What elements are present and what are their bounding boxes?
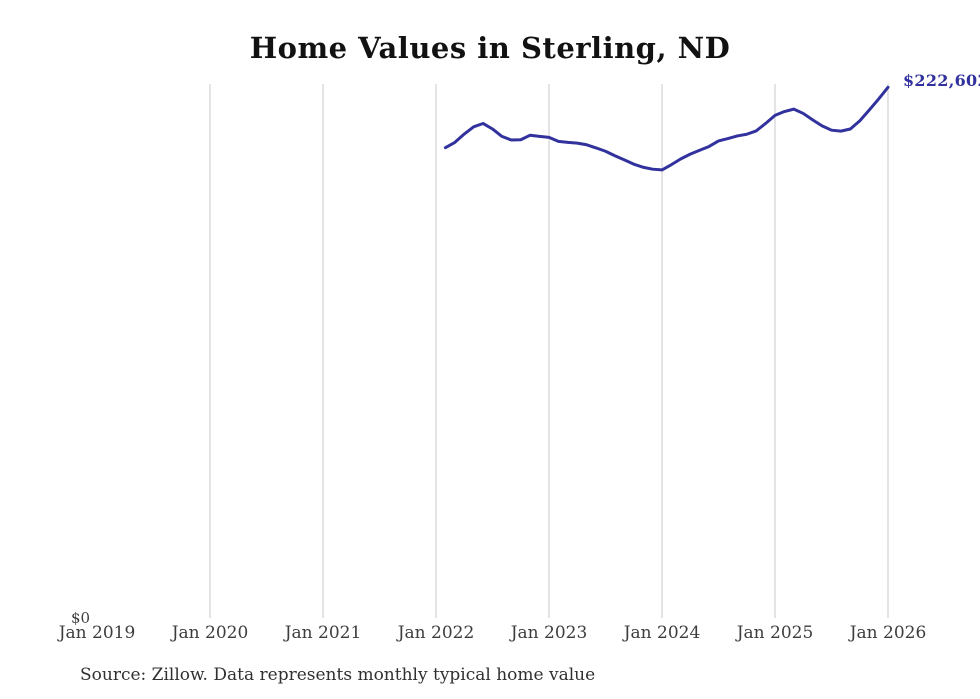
chart-title: Home Values in Sterling, ND xyxy=(249,31,731,65)
y-axis-zero-label: $0 xyxy=(71,609,91,627)
home-value-line xyxy=(443,85,890,172)
source-note: Source: Zillow. Data represents monthly … xyxy=(80,665,596,685)
latest-value-label: $222,602 xyxy=(903,71,980,91)
